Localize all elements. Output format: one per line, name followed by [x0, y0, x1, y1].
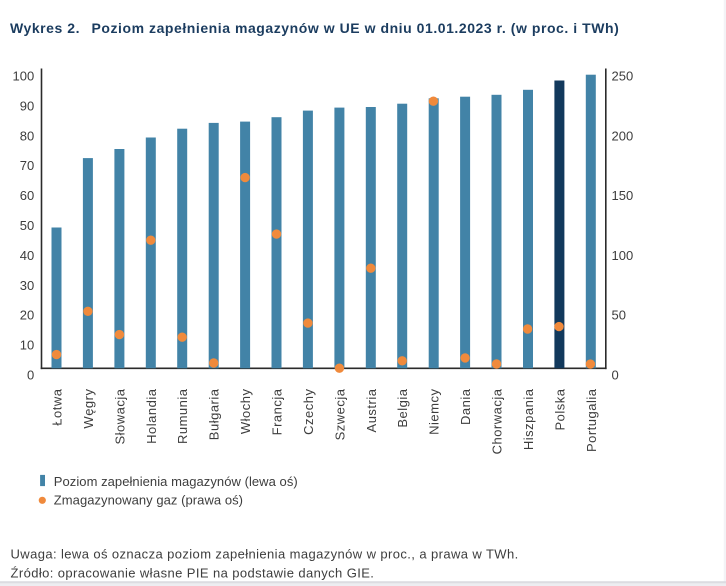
svg-text:50: 50: [612, 308, 626, 323]
svg-text:Bułgaria: Bułgaria: [207, 388, 222, 440]
svg-text:Polska: Polska: [552, 388, 567, 430]
svg-text:Łotwa: Łotwa: [50, 388, 65, 425]
svg-text:10: 10: [20, 338, 34, 353]
svg-text:Szwecja: Szwecja: [332, 388, 347, 440]
svg-text:Poziom zapełnienia magazynów w: Poziom zapełnienia magazynów w UE w dniu…: [92, 20, 620, 36]
svg-text:Wykres 2.: Wykres 2.: [10, 20, 80, 36]
svg-text:Rumunia: Rumunia: [175, 388, 190, 444]
svg-text:Czechy: Czechy: [301, 389, 316, 435]
svg-text:90: 90: [20, 98, 34, 113]
svg-text:100: 100: [12, 69, 34, 84]
svg-text:Hiszpania: Hiszpania: [521, 388, 536, 450]
svg-text:Źródło: opracowanie własne PIE: Źródło: opracowanie własne PIE na podsta…: [11, 566, 375, 581]
svg-text:20: 20: [20, 308, 34, 323]
svg-text:100: 100: [612, 248, 634, 263]
svg-text:0: 0: [27, 368, 34, 383]
svg-text:200: 200: [612, 128, 634, 143]
svg-text:150: 150: [612, 188, 634, 203]
svg-text:Chorwacja: Chorwacja: [490, 388, 505, 454]
svg-text:40: 40: [20, 248, 34, 263]
svg-text:Słowacja: Słowacja: [112, 388, 127, 444]
svg-text:Włochy: Włochy: [238, 389, 253, 435]
svg-text:Zmagazynowany gaz (prawa oś): Zmagazynowany gaz (prawa oś): [54, 493, 243, 508]
svg-text:Francja: Francja: [270, 388, 285, 435]
svg-text:Austria: Austria: [364, 388, 379, 432]
svg-text:70: 70: [20, 158, 34, 173]
svg-text:250: 250: [612, 69, 634, 84]
svg-text:Uwaga: lewa oś oznacza poziom: Uwaga: lewa oś oznacza poziom zapełnieni…: [11, 547, 519, 562]
svg-text:60: 60: [20, 188, 34, 203]
svg-text:Dania: Dania: [458, 388, 473, 425]
svg-text:30: 30: [20, 278, 34, 293]
svg-text:Holandia: Holandia: [144, 388, 159, 444]
svg-text:Poziom zapełnienia magazynów (: Poziom zapełnienia magazynów (lewa oś): [54, 474, 298, 489]
svg-text:Niemcy: Niemcy: [427, 389, 442, 435]
svg-text:Belgia: Belgia: [395, 388, 410, 427]
svg-text:Portugalia: Portugalia: [584, 388, 599, 452]
svg-text:Węgry: Węgry: [81, 389, 96, 429]
svg-text:0: 0: [612, 368, 619, 383]
svg-text:50: 50: [20, 218, 34, 233]
svg-text:80: 80: [20, 128, 34, 143]
